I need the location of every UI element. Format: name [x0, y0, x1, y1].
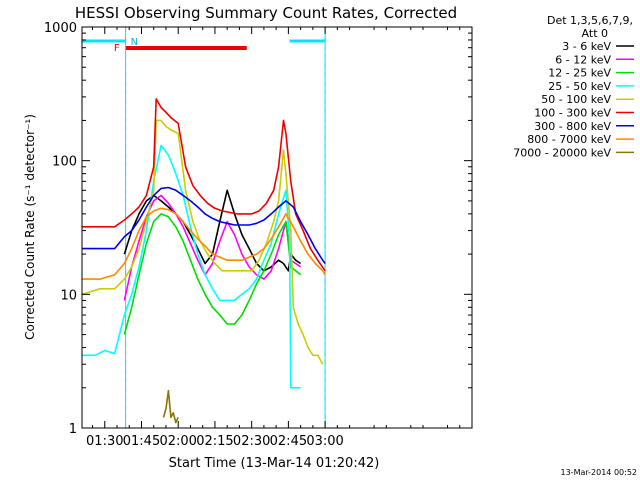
legend-header: Att 0	[582, 27, 608, 40]
series-line	[82, 144, 301, 389]
flare-flag-label: F	[114, 43, 120, 54]
y-axis-label: Corrected Count Rate (s⁻¹ detector⁻¹)	[23, 114, 37, 340]
series-line	[82, 98, 326, 272]
legend-label: 6 - 12 keV	[555, 53, 611, 66]
chart-title: HESSI Observing Summary Count Rates, Cor…	[75, 4, 457, 22]
x-axis-label: Start Time (13-Mar-14 01:20:42)	[169, 456, 380, 471]
x-tick-label: 02:15	[196, 434, 233, 449]
series-line	[82, 186, 326, 264]
series-line	[82, 207, 326, 280]
plot-frame	[81, 26, 473, 429]
y-tick-label: 1000	[44, 21, 77, 36]
svg-text:Corrected Count Rate (s⁻¹ dete: Corrected Count Rate (s⁻¹ detector⁻¹)	[23, 114, 37, 340]
x-tick-label: 02:00	[159, 434, 196, 449]
x-tick-label: 01:30	[86, 434, 123, 449]
legend-label: 25 - 50 keV	[548, 80, 611, 93]
legend-label: 7000 - 20000 keV	[513, 146, 611, 159]
legend-label: 800 - 7000 keV	[527, 133, 611, 146]
y-tick-label: 1	[69, 422, 77, 437]
series-line	[162, 389, 179, 424]
x-tick-label: 02:30	[233, 434, 270, 449]
series-line	[123, 194, 302, 301]
legend-label: 100 - 300 keV	[534, 107, 611, 120]
x-tick-label: 03:00	[306, 434, 343, 449]
legend-label: 3 - 6 keV	[562, 40, 611, 53]
date-stamp: 13-Mar-2014 00:52	[561, 468, 638, 477]
legend-label: 12 - 25 keV	[548, 67, 611, 80]
saa-flag-label: N	[131, 37, 138, 48]
y-tick-label: 100	[52, 155, 77, 170]
series-line	[82, 119, 324, 365]
legend-header: Det 1,3,5,6,7,9,	[547, 14, 633, 27]
legend-label: 300 - 800 keV	[534, 120, 611, 133]
series-line	[123, 213, 302, 335]
x-tick-label: 02:45	[270, 434, 307, 449]
legend-label: 50 - 100 keV	[541, 93, 611, 106]
x-tick-label: 01:45	[123, 434, 160, 449]
y-tick-label: 10	[60, 288, 77, 303]
